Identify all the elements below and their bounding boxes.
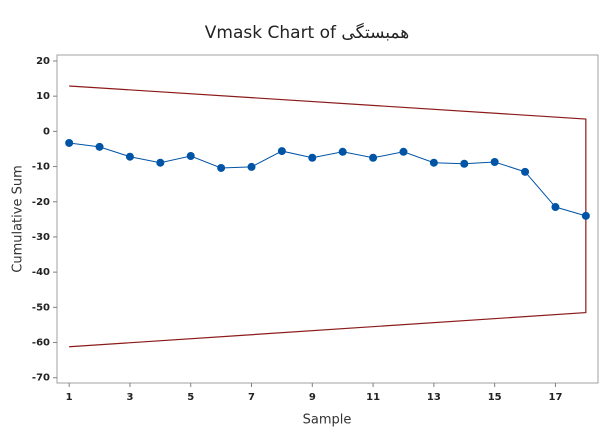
data-point [186,152,195,161]
data-point [277,147,286,156]
plot-frame [56,54,599,384]
series-line [69,142,586,217]
data-point [551,203,560,212]
data-point [490,157,499,166]
x-tick-label: 13 [427,392,441,403]
data-point [125,152,134,161]
y-tick-label: -60 [32,338,50,349]
data-point [581,211,590,220]
vmask [69,85,587,348]
data-point [399,147,408,156]
data-point [460,159,469,168]
y-tick-label: -70 [32,373,50,384]
x-tick-label: 7 [248,392,255,403]
y-tick-label: -10 [32,162,50,173]
x-tick-label: 9 [309,392,316,403]
x-tick-label: 5 [187,392,194,403]
x-tick-label: 15 [488,392,502,403]
data-point [247,162,256,171]
x-tick-label: 1 [66,392,73,403]
y-tick-label: 10 [36,91,50,102]
y-tick-label: -50 [32,302,50,313]
y-tick-label: -20 [32,197,50,208]
y-tick-label: -30 [32,232,50,243]
data-point [156,158,165,167]
data-point [308,153,317,162]
data-point [369,153,378,162]
data-point [338,147,347,156]
y-axis-label: Cumulative Sum [11,165,26,273]
data-point [65,138,74,147]
data-point [217,163,226,172]
data-point [95,142,104,151]
x-tick-label: 17 [548,392,562,403]
x-tick-label: 11 [366,392,380,403]
y-tick-label: 0 [43,126,50,137]
chart-title: Vmask Chart of همبستگی [205,22,409,43]
data-point [429,158,438,167]
y-tick-label: -40 [32,267,50,278]
data-point [521,167,530,176]
x-tick-label: 3 [126,392,133,403]
x-axis-label: Sample [303,413,352,428]
y-tick-label: 20 [36,56,50,67]
